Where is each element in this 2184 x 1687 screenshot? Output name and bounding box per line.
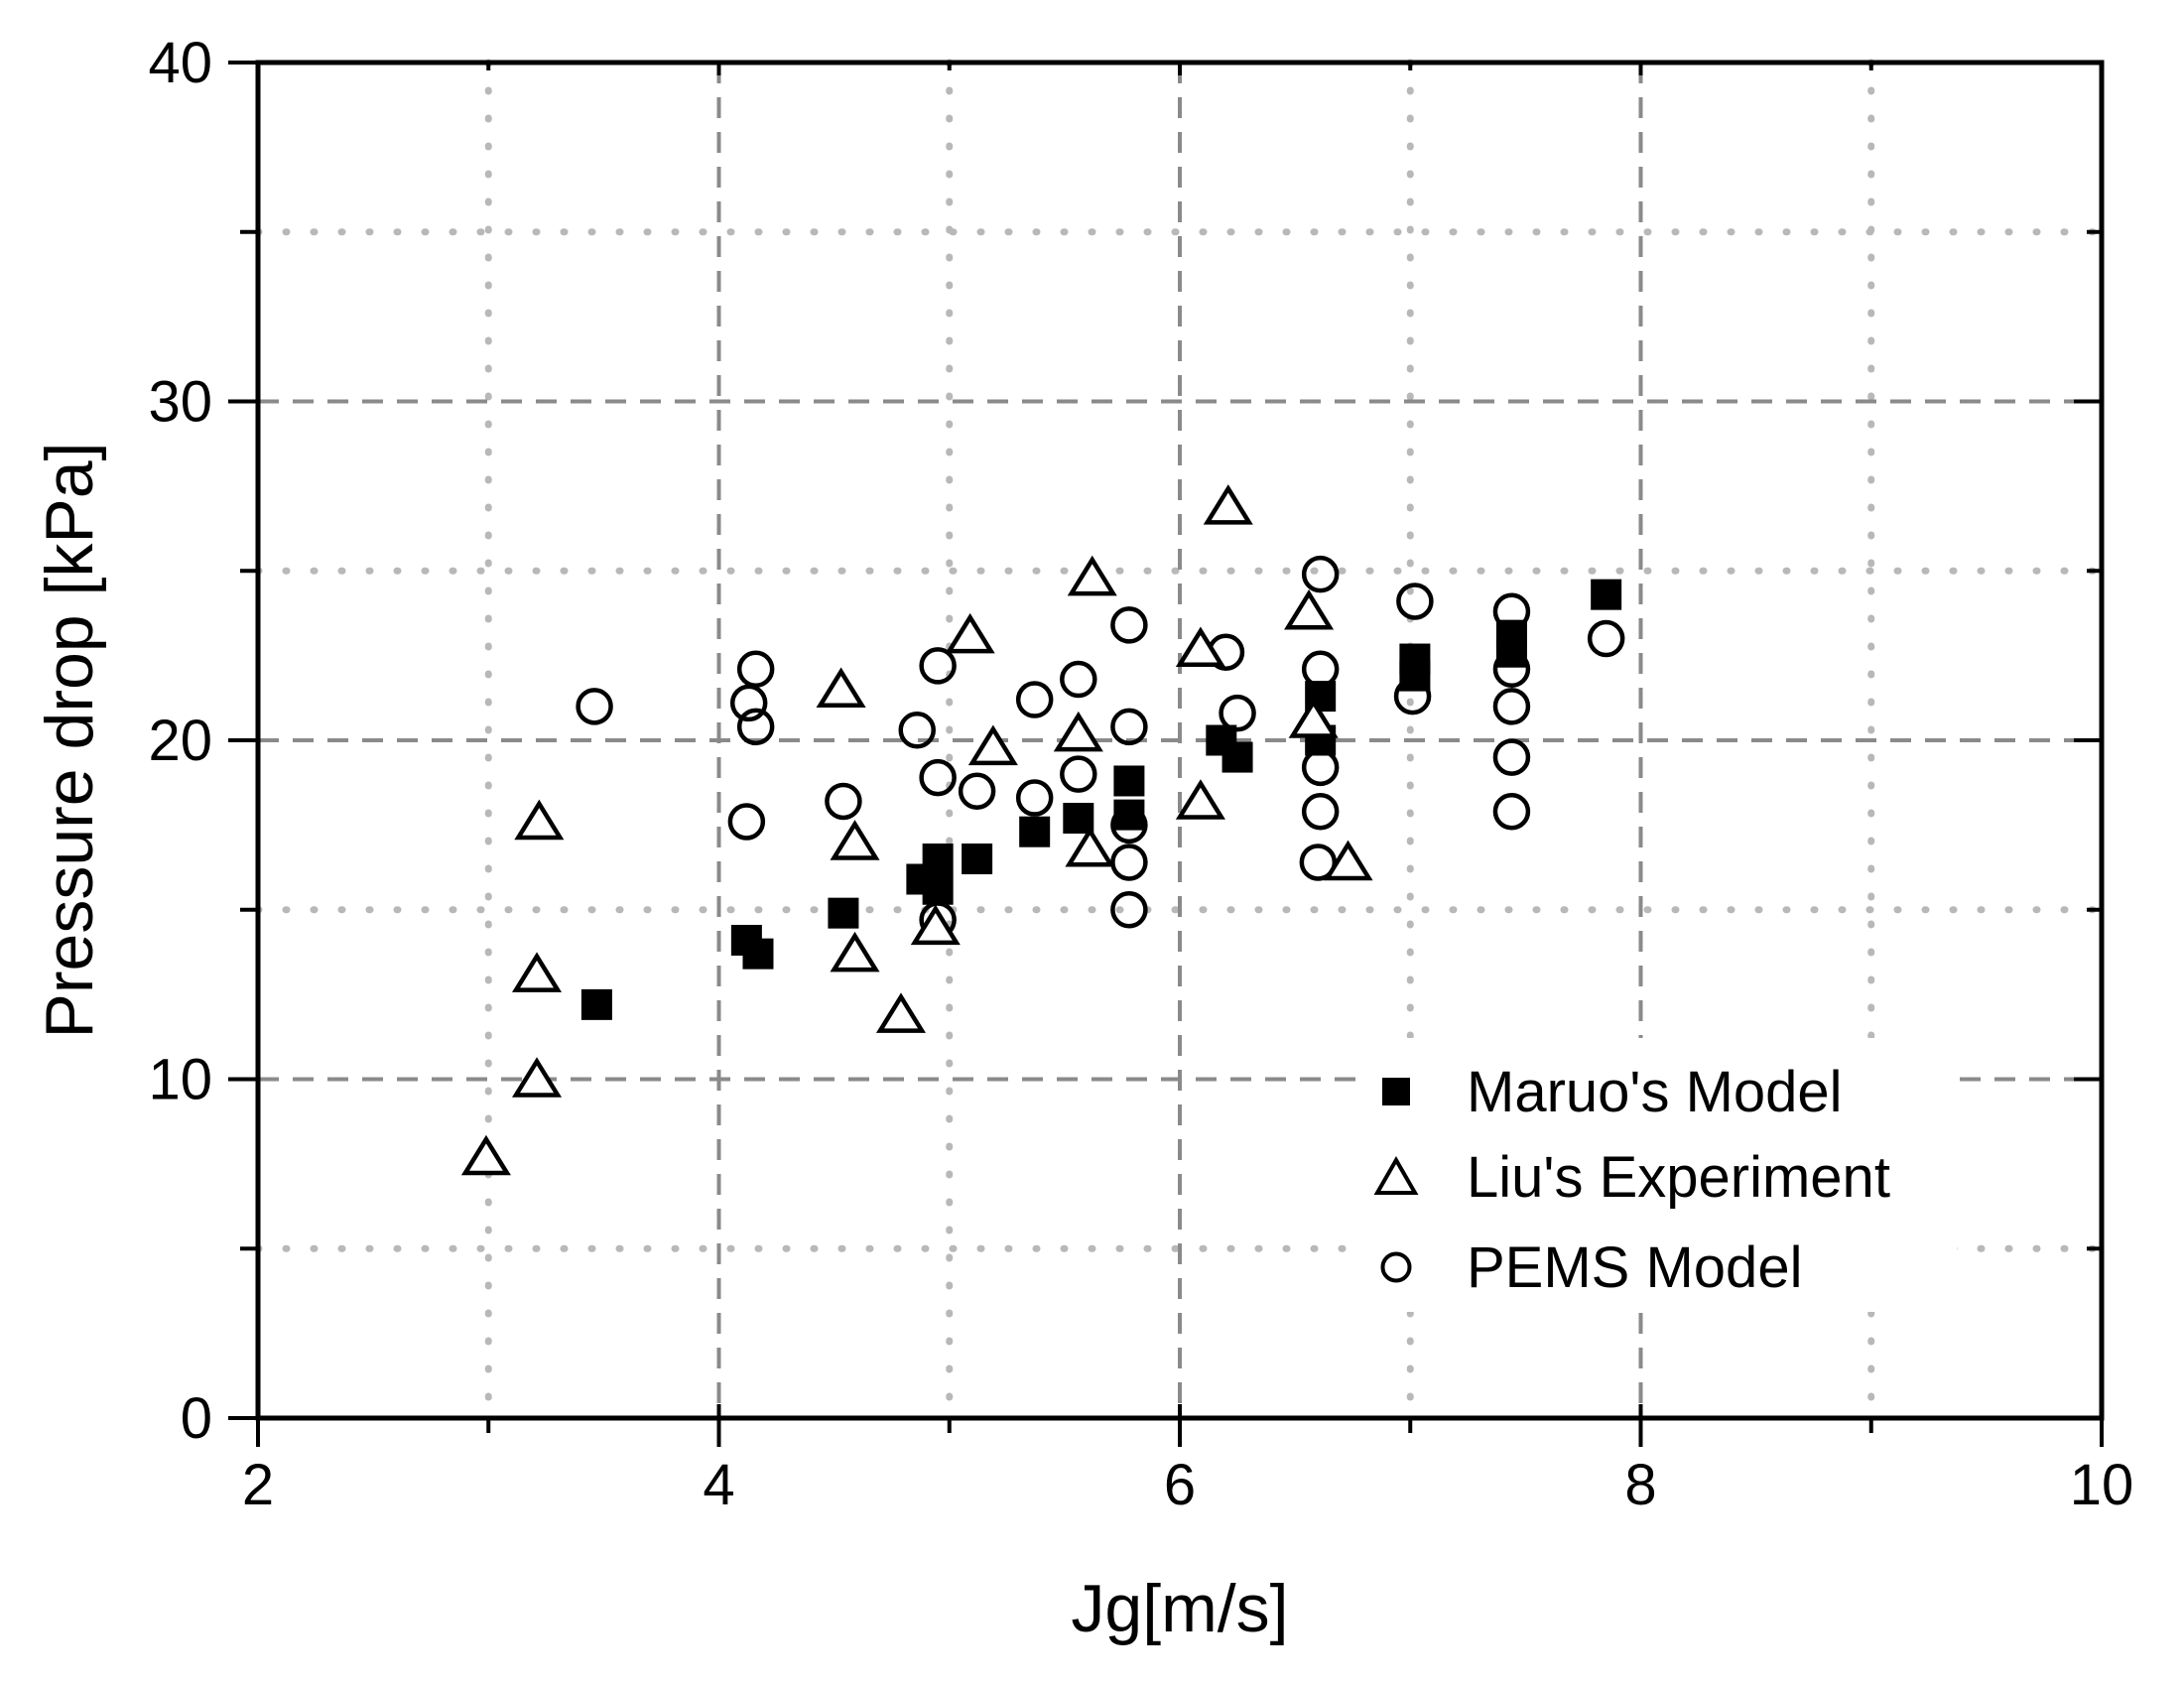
x-axis-title: Jg[m/s] — [1071, 1571, 1289, 1646]
data-point-triangle — [967, 724, 1018, 766]
data-point-circle — [736, 708, 775, 746]
series-pems-model — [576, 555, 1625, 939]
data-point-square — [828, 897, 859, 929]
data-point-square — [1591, 579, 1622, 610]
data-point-circle — [898, 712, 936, 749]
open-triangle-icon — [1361, 1147, 1431, 1207]
y-tick-label: 20 — [148, 709, 212, 773]
x-tick-label: 6 — [1164, 1453, 1196, 1517]
x-tick-label: 10 — [2070, 1453, 2134, 1517]
data-point-triangle — [910, 904, 961, 946]
data-point-triangle — [1053, 711, 1103, 752]
legend-item-maruos-model: Maruo's Model — [1361, 1060, 1957, 1124]
data-point-circle — [729, 684, 768, 722]
legend-label: PEMS Model — [1467, 1234, 1803, 1300]
data-point-circle — [1060, 755, 1097, 793]
legend-label: Liu's Experiment — [1467, 1144, 1890, 1210]
data-point-triangle — [1175, 779, 1225, 820]
y-tick-label: 40 — [148, 31, 212, 95]
y-axis-title: Pressure drop [kPa] — [32, 442, 107, 1039]
data-point-circle — [958, 772, 996, 810]
x-tick-label: 4 — [703, 1453, 734, 1517]
data-point-triangle — [1203, 484, 1253, 525]
data-point-triangle — [1067, 555, 1117, 596]
data-point-square — [1113, 799, 1145, 831]
data-point-circle — [1110, 708, 1148, 746]
x-tick-label: 8 — [1624, 1453, 1656, 1517]
legend-item-lius-experiment: Liu's Experiment — [1361, 1145, 1957, 1210]
series-maruo-s-model — [580, 579, 1622, 1020]
data-point-circle — [1301, 792, 1340, 831]
data-point-circle — [1110, 891, 1148, 929]
minor-gridlines — [254, 59, 2106, 1422]
data-point-triangle — [830, 820, 880, 860]
data-point-circle — [1587, 619, 1625, 658]
y-tick-label: 0 — [181, 1386, 212, 1451]
data-point-circle — [576, 688, 613, 725]
data-point-triangle — [875, 992, 927, 1033]
data-point-circle — [1492, 688, 1531, 725]
data-point-triangle — [1288, 698, 1339, 738]
data-point-circle — [727, 803, 766, 841]
data-point-circle — [1110, 606, 1148, 644]
data-point-triangle — [1065, 826, 1115, 867]
series-liu-s-experiment — [460, 484, 1373, 1176]
data-point-circle — [1060, 660, 1097, 699]
data-point-triangle — [945, 612, 995, 654]
data-point-square — [922, 873, 954, 905]
open-circle-icon — [1361, 1237, 1431, 1297]
legend-label: Maruo's Model — [1467, 1059, 1843, 1124]
legend-item-pems-model: PEMS Model — [1361, 1235, 1957, 1300]
data-point-square — [580, 988, 612, 1020]
data-point-circle — [1219, 694, 1256, 732]
data-point-triangle — [460, 1134, 511, 1176]
data-point-triangle — [511, 952, 563, 992]
legend: Maruo's Model Liu's Experiment PEMS Mode… — [1361, 1038, 1957, 1312]
data-point-circle — [1015, 779, 1054, 817]
data-point-square — [962, 844, 993, 875]
y-tick-label: 30 — [148, 370, 212, 435]
data-point-circle — [1015, 681, 1054, 718]
data-point-triangle — [816, 667, 866, 709]
y-tick-label: 10 — [148, 1048, 212, 1112]
data-point-square — [1113, 765, 1145, 797]
data-point-triangle — [1323, 840, 1373, 881]
data-point-circle — [1492, 738, 1531, 776]
data-point-circle — [919, 758, 957, 797]
data-point-square — [1495, 636, 1527, 668]
data-point-circle — [1396, 583, 1434, 620]
data-point-square — [1399, 660, 1431, 692]
data-point-triangle — [1175, 626, 1225, 668]
data-point-circle — [1110, 844, 1148, 881]
data-point-circle — [1492, 792, 1531, 831]
data-point-triangle — [511, 1057, 563, 1098]
data-point-circle — [1301, 748, 1340, 787]
data-point-triangle — [1284, 588, 1335, 630]
data-point-square — [1063, 803, 1094, 835]
data-point-circle — [825, 782, 862, 821]
x-tick-label: 2 — [242, 1453, 274, 1517]
data-point-circle — [1301, 555, 1340, 593]
axis-ticks — [228, 61, 2104, 1447]
data-point-circle — [1301, 650, 1340, 689]
data-point-circle — [736, 650, 775, 689]
data-point-square — [922, 844, 954, 875]
filled-square-icon — [1361, 1062, 1431, 1121]
data-point-square — [1019, 816, 1051, 847]
data-point-square — [742, 938, 774, 970]
data-point-triangle — [514, 799, 565, 841]
data-point-circle — [919, 647, 957, 685]
data-point-square — [1221, 741, 1253, 773]
data-point-triangle — [830, 931, 880, 973]
